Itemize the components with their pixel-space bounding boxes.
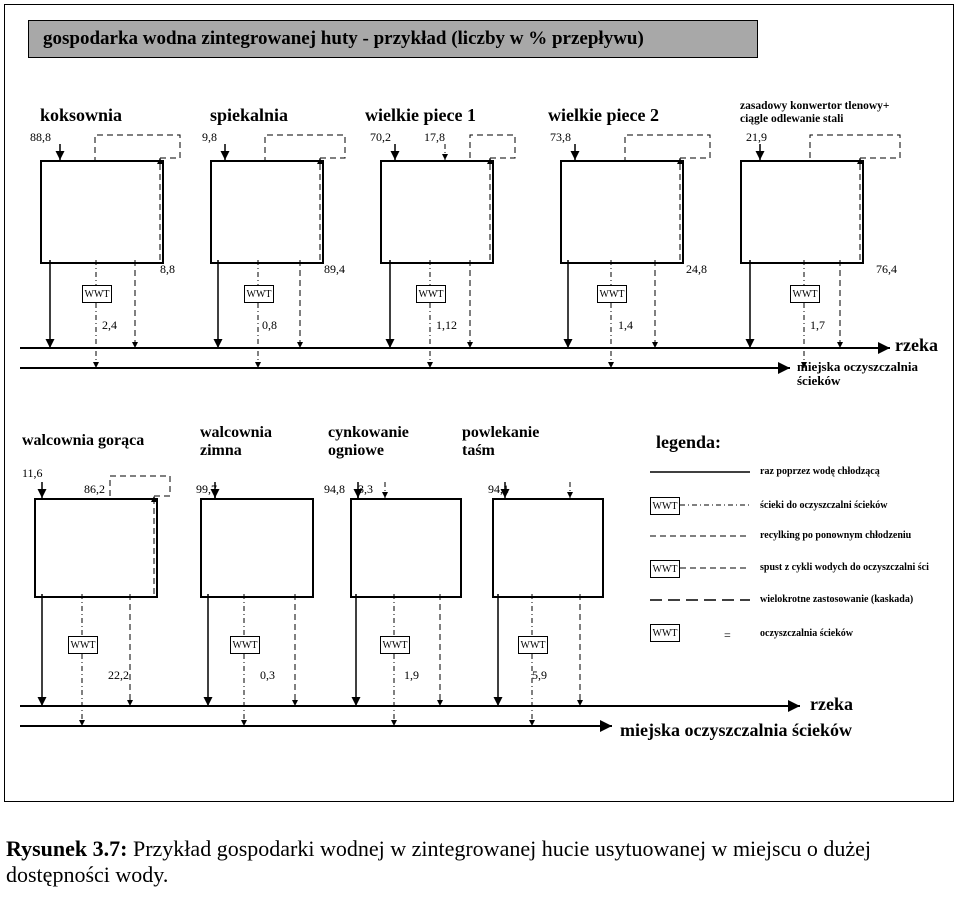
top-val-2-right: 17,8	[424, 130, 445, 145]
top-heading-3: wielkie piece 2	[548, 105, 659, 126]
bottom-heading-1: walcownia zimna	[200, 424, 300, 460]
top-val-0-out: 2,4	[102, 318, 117, 333]
bottom-val-1-out: 0,3	[260, 668, 275, 683]
bottom-wwt-1: WWT	[230, 636, 260, 654]
bottom-box-1	[200, 498, 314, 598]
top-val-0-side: 8,8	[160, 262, 175, 277]
top-heading-4: zasadowy konwertor tlenowy+ ciągle odlew…	[740, 100, 910, 126]
top-wwt-3: WWT	[597, 285, 627, 303]
top-val-0-left: 88,8	[30, 130, 51, 145]
top-val-1-out: 0,8	[262, 318, 277, 333]
bottom-wwt-0: WWT	[68, 636, 98, 654]
bottom-val-0-left: 11,6	[22, 466, 43, 481]
top-val-2-out: 1,12	[436, 318, 457, 333]
top-box-1	[210, 160, 324, 264]
top-val-3-left: 73,8	[550, 130, 571, 145]
bottom-heading-0: walcownia gorąca	[22, 432, 144, 450]
top-val-4-side: 76,4	[876, 262, 897, 277]
bottom-val-3-out: 5,9	[532, 668, 547, 683]
top-heading-1: spiekalnia	[210, 105, 288, 126]
bottom-heading-3: powlekanie taśm	[462, 424, 562, 460]
legend-item-1: ścieki do oczyszczalni ścieków	[760, 500, 887, 511]
bottom-val-2-right: 3,3	[358, 482, 373, 497]
top-val-3-side: 24,8	[686, 262, 707, 277]
title-bar: gospodarka wodna zintegrowanej huty - pr…	[28, 20, 758, 58]
bottom-wwt-3: WWT	[518, 636, 548, 654]
top-val-4-out: 1,7	[810, 318, 825, 333]
page-root: gospodarka wodna zintegrowanej huty - pr…	[0, 0, 960, 916]
legend-wwt-2: WWT	[650, 560, 680, 578]
bottom-box-2	[350, 498, 462, 598]
caption-text: Przykład gospodarki wodnej w zintegrowan…	[6, 836, 871, 887]
top-heading-2: wielkie piece 1	[365, 105, 476, 126]
legend-item-0: raz poprzez wodę chłodzącą	[760, 466, 880, 477]
bottom-municipal-label: miejska oczyszczalnia ścieków	[620, 720, 852, 741]
top-wwt-2: WWT	[416, 285, 446, 303]
bottom-wwt-2: WWT	[380, 636, 410, 654]
top-municipal-label: miejska oczyszczalnia ścieków	[797, 360, 947, 389]
top-val-1-left: 9,8	[202, 130, 217, 145]
top-heading-0: koksownia	[40, 105, 122, 126]
legend-item-2: recylking po ponownym chłodzeniu	[760, 530, 911, 541]
legend-item-4: wielokrotne zastosowanie (kaskada)	[760, 594, 913, 605]
top-wwt-1: WWT	[244, 285, 274, 303]
legend-wwt-3: WWT	[650, 624, 680, 642]
bottom-val-3-left: 94,1	[488, 482, 509, 497]
legend-item-5: oczyszczalnia ścieków	[760, 628, 853, 639]
bottom-val-2-left: 94,8	[324, 482, 345, 497]
legend-item-3: spust z cykli wodych do oczyszczalni ści	[760, 562, 950, 573]
top-wwt-0: WWT	[82, 285, 112, 303]
top-box-0	[40, 160, 164, 264]
top-box-2	[380, 160, 494, 264]
top-val-1-side: 89,4	[324, 262, 345, 277]
top-wwt-4: WWT	[790, 285, 820, 303]
bottom-heading-2: cynkowanie ogniowe	[328, 424, 438, 460]
bottom-box-0	[34, 498, 158, 598]
top-river-label: rzeka	[895, 335, 938, 356]
legend-title: legenda:	[656, 432, 721, 453]
bottom-val-0-out: 22,2	[108, 668, 129, 683]
bottom-val-0-side: 86,2	[84, 482, 105, 497]
top-val-2-left: 70,2	[370, 130, 391, 145]
figure-caption: Rysunek 3.7: Przykład gospodarki wodnej …	[6, 836, 946, 888]
bottom-river-label: rzeka	[810, 694, 853, 715]
top-val-4-left: 21,9	[746, 130, 767, 145]
top-val-3-out: 1,4	[618, 318, 633, 333]
bottom-val-1-left: 99,7	[196, 482, 217, 497]
caption-label: Rysunek 3.7:	[6, 836, 127, 861]
top-box-3	[560, 160, 684, 264]
top-box-4	[740, 160, 864, 264]
bottom-box-3	[492, 498, 604, 598]
legend-eq-sign: =	[724, 628, 731, 643]
legend-wwt-1: WWT	[650, 497, 680, 515]
bottom-val-2-out: 1,9	[404, 668, 419, 683]
title-text: gospodarka wodna zintegrowanej huty - pr…	[43, 28, 644, 50]
